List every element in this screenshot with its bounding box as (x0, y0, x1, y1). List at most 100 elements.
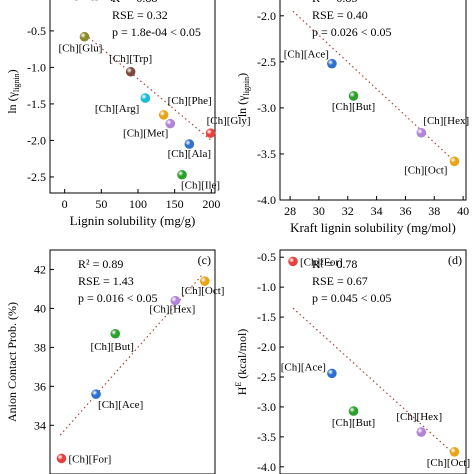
stats-line: p = 0.026 < 0.05 (312, 25, 392, 39)
data-point-label: [Ch][Ace] (98, 399, 143, 411)
y-axis-label-part: E (234, 382, 243, 387)
y-tick-label: 36 (34, 379, 46, 393)
stats-line: p = 0.045 < 0.05 (312, 291, 392, 305)
panel-label: (c) (198, 253, 211, 267)
y-tick-label: -0.5 (27, 24, 46, 38)
y-tick-label: -1.0 (27, 60, 46, 74)
data-point (288, 256, 298, 267)
y-axis-label: Anion Contact Prob. (%) (5, 302, 19, 422)
data-point-label: [Ch][Hex] (149, 304, 195, 316)
data-point (449, 156, 460, 167)
data-point-label: [Ch][But] (332, 101, 375, 113)
data-point (110, 328, 121, 339)
stats-line: p = 1.8e-04 < 0.05 (112, 25, 201, 39)
plot-frame (49, 249, 216, 474)
y-tick-label: -3.0 (257, 400, 276, 414)
stats-line: R² = 0.78 (312, 257, 357, 271)
data-point-label: [Ch][For] (69, 453, 112, 465)
data-point-label: [Ch][Asp] (74, 0, 119, 1)
panel-d: -0.5 -1.0 -1.5 -2.0 -2.5 -3.0 -3.5 -4.0 HE (kcal… (234, 249, 470, 474)
data-point (125, 66, 136, 77)
x-tick-label: 40 (457, 204, 469, 218)
stats-line: R² = 0.88 (112, 0, 157, 5)
x-axis-label: Lignin solubility (mg/g) (70, 213, 196, 228)
x-tick-label: 50 (95, 197, 107, 211)
y-tick-label: 34 (34, 418, 46, 432)
x-tick-label: 34 (371, 204, 383, 218)
y-tick-label: -2.5 (257, 370, 276, 384)
stats-line: R² = 0.89 (78, 257, 123, 271)
data-point-label: [Ch][But] (91, 341, 134, 353)
data-point-label: [Ch][Gly] (207, 115, 251, 127)
y-tick-label: 42 (34, 262, 46, 276)
y-axis-label-part: ) (235, 73, 249, 77)
y-axis-label-part: lignin (242, 77, 251, 96)
y-axis-label-part: ln (γ (235, 95, 249, 117)
data-point (140, 93, 151, 103)
y-tick-label: -3.0 (257, 101, 276, 115)
data-point-label: [Ch][Ala] (168, 148, 211, 160)
y-axis-label-part: lignin (12, 73, 21, 92)
data-point-label: [Ch][Trp] (109, 53, 152, 65)
panel-c: 34 36 38 40 42 Anion Contact Prob. (%) R² = 0.… (5, 249, 224, 474)
data-point-label: [Ch][Hex] (396, 411, 442, 423)
stats-line: R² = 0.83 (312, 0, 357, 5)
stats-line: p = 0.016 < 0.05 (78, 291, 158, 305)
data-point-label: [Ch][But] (332, 417, 375, 429)
data-point (170, 295, 181, 306)
plot-frame (279, 249, 467, 474)
data-point (165, 118, 176, 129)
data-point-label: [Ch][Ace] (284, 49, 329, 61)
y-tick-label: -0.5 (257, 250, 276, 264)
y-axis-label-part: ln (γ (5, 91, 19, 113)
trend-line (84, 34, 212, 141)
y-tick-label: 38 (34, 340, 46, 354)
stats-line: RSE = 0.40 (312, 8, 368, 22)
data-point (348, 406, 359, 416)
panel-label: (d) (448, 253, 462, 267)
x-tick-label: 28 (284, 204, 296, 218)
x-tick-label: 38 (428, 204, 440, 218)
y-tick-label: -4.0 (257, 460, 276, 474)
data-point-label: [Ch][Met] (123, 128, 168, 140)
panel-b: 28 30 32 34 36 38 40 -2.0 -2.5 -3.0 -3.5 -4.0 Kraft … (235, 0, 469, 235)
data-point (177, 169, 187, 180)
data-point-label: [Ch][Phe] (168, 95, 212, 107)
y-tick-label: -1.5 (257, 310, 276, 324)
y-axis-label: ln (γlignin) (235, 73, 251, 117)
y-tick-label: -1.0 (257, 280, 276, 294)
y-axis-label-part: Anion Contact Prob. (%) (5, 302, 19, 422)
data-point (56, 453, 67, 464)
panel-a: 0 50 100 150 200 -0.5 -1.0 -1.5 -2.0 -2.5 Lignin s… (5, 0, 251, 228)
plot-frame (49, 0, 216, 194)
x-tick-label: 30 (313, 204, 325, 218)
y-axis-label-part: ) (5, 69, 19, 73)
data-point-label: [Ch][Arg] (95, 103, 139, 115)
data-point (416, 427, 427, 437)
y-tick-label: -2.0 (27, 133, 46, 147)
trend-line (292, 307, 452, 453)
x-tick-label: 36 (399, 204, 411, 218)
x-axis-label: Kraft lignin solubility (mg/mol) (290, 220, 456, 235)
y-tick-label: -2.5 (27, 170, 46, 184)
data-point (449, 447, 460, 457)
y-tick-label: -1.5 (27, 97, 46, 111)
data-point (158, 110, 169, 120)
stats-line: RSE = 1.43 (78, 274, 134, 288)
x-tick-label: 0 (62, 197, 68, 211)
data-point-label: [Ch][Hex] (423, 115, 469, 127)
data-point-label: [Ch][Oct] (181, 285, 224, 297)
x-tick-label: 200 (202, 197, 220, 211)
y-tick-label: -2.5 (257, 55, 276, 69)
y-tick-label: -2.0 (257, 9, 276, 23)
data-point (205, 128, 216, 138)
data-point (91, 389, 101, 399)
data-point-label: [Ch][Oct] (404, 164, 447, 176)
stats-line: RSE = 0.67 (312, 274, 368, 288)
y-axis-label: ln (γlignin) (5, 69, 21, 113)
stats-line: RSE = 0.32 (112, 8, 168, 22)
y-axis-label-part: H (235, 386, 249, 395)
y-tick-label: -4.0 (257, 193, 276, 207)
data-point-label: [Ch][Ace] (281, 361, 326, 373)
x-tick-label: 150 (166, 197, 184, 211)
